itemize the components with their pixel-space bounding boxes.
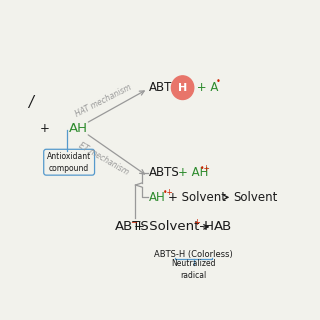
Text: H: H bbox=[178, 83, 187, 93]
Text: −: − bbox=[130, 218, 137, 227]
Text: ET mechanism: ET mechanism bbox=[77, 141, 130, 177]
Text: •+: •+ bbox=[163, 188, 174, 197]
Text: +: + bbox=[40, 122, 50, 135]
Text: Antioxidant
compound: Antioxidant compound bbox=[47, 152, 91, 172]
Text: ABTS-H (Colorless): ABTS-H (Colorless) bbox=[154, 250, 233, 259]
Text: +: + bbox=[193, 218, 200, 227]
Text: •: • bbox=[216, 77, 221, 86]
Text: ABTS: ABTS bbox=[149, 166, 180, 179]
Text: + AH: + AH bbox=[178, 166, 208, 179]
Text: Neutralized
radical: Neutralized radical bbox=[172, 260, 216, 280]
Text: ABTS: ABTS bbox=[115, 220, 149, 233]
Text: AB: AB bbox=[214, 220, 232, 233]
Text: /: / bbox=[28, 95, 33, 110]
Text: + A: + A bbox=[193, 81, 219, 94]
Text: AH: AH bbox=[149, 191, 166, 204]
Text: + Solvent: + Solvent bbox=[168, 191, 226, 204]
Text: Solvent: Solvent bbox=[234, 191, 278, 204]
Text: ABTS-: ABTS- bbox=[149, 81, 184, 94]
Text: + Solvent-H: + Solvent-H bbox=[134, 220, 214, 233]
Ellipse shape bbox=[172, 76, 194, 100]
Text: AH: AH bbox=[68, 122, 88, 135]
Text: •+: •+ bbox=[200, 164, 211, 173]
Text: HAT mechanism: HAT mechanism bbox=[74, 83, 133, 118]
